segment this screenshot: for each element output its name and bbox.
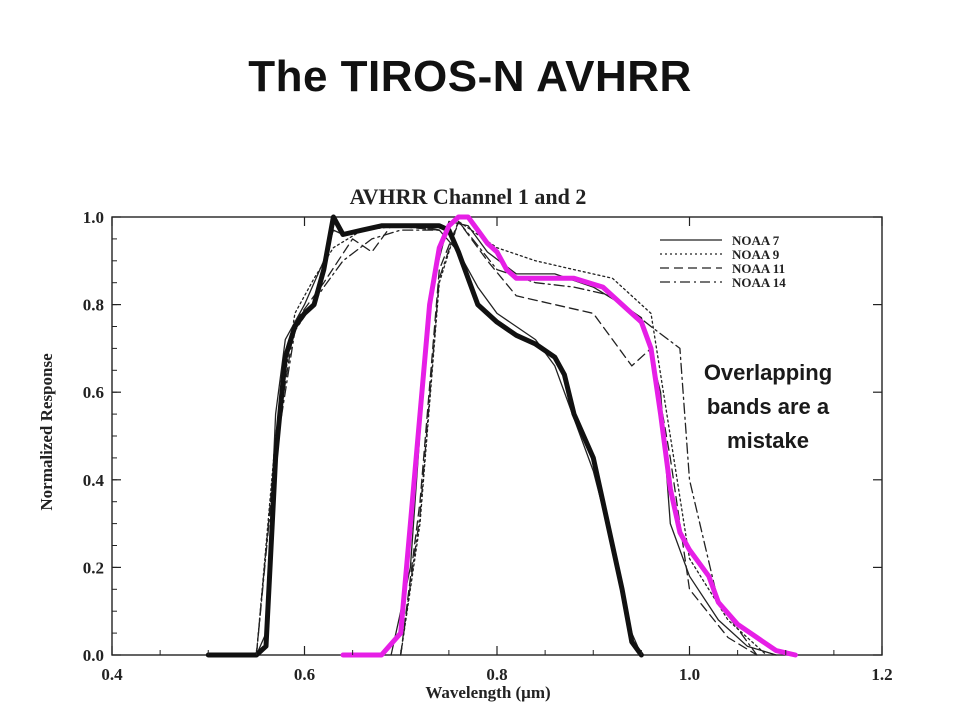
- series-line-noaa-11-ch2: [400, 220, 758, 656]
- response-chart: AVHRR Channel 1 and 2 0.4 0.6 0.8 1.0 1.2 0.0…: [0, 170, 960, 720]
- overlap-annotation: Overlapping bands are a mistake: [684, 356, 852, 458]
- slide-title: The TIROS-N AVHRR: [248, 52, 692, 101]
- x-tick-label: 0.4: [101, 665, 123, 684]
- y-tick-label: 0.2: [83, 558, 104, 577]
- y-tick-label: 0.0: [83, 646, 104, 665]
- y-axis-label: Normalized Response: [37, 353, 56, 511]
- y-tick-label: 0.8: [83, 296, 104, 315]
- y-tick-label: 0.4: [83, 471, 105, 490]
- series-line-noaa-14-ch2: [400, 220, 758, 656]
- legend-entry: NOAA 7: [732, 233, 780, 248]
- y-tick-label: 0.6: [83, 383, 104, 402]
- legend-entry: NOAA 9: [732, 247, 780, 262]
- channel-2-magenta-curve: [340, 214, 798, 658]
- legend-entry: NOAA 11: [732, 261, 785, 276]
- channel-1-bold-curve: [205, 214, 644, 658]
- x-axis-label: Wavelength (μm): [425, 683, 550, 702]
- chart-title: AVHRR Channel 1 and 2: [350, 184, 587, 209]
- legend-entry: NOAA 14: [732, 275, 786, 290]
- y-tick-label: 1.0: [83, 208, 104, 227]
- annotation-line: bands are a: [706, 394, 830, 419]
- x-tick-label: 1.0: [679, 665, 700, 684]
- x-tick-label: 0.8: [486, 665, 507, 684]
- annotation-line: Overlapping: [703, 360, 833, 385]
- x-tick-label: 0.6: [294, 665, 315, 684]
- x-tick-label: 1.2: [871, 665, 892, 684]
- annotation-line: mistake: [727, 428, 809, 453]
